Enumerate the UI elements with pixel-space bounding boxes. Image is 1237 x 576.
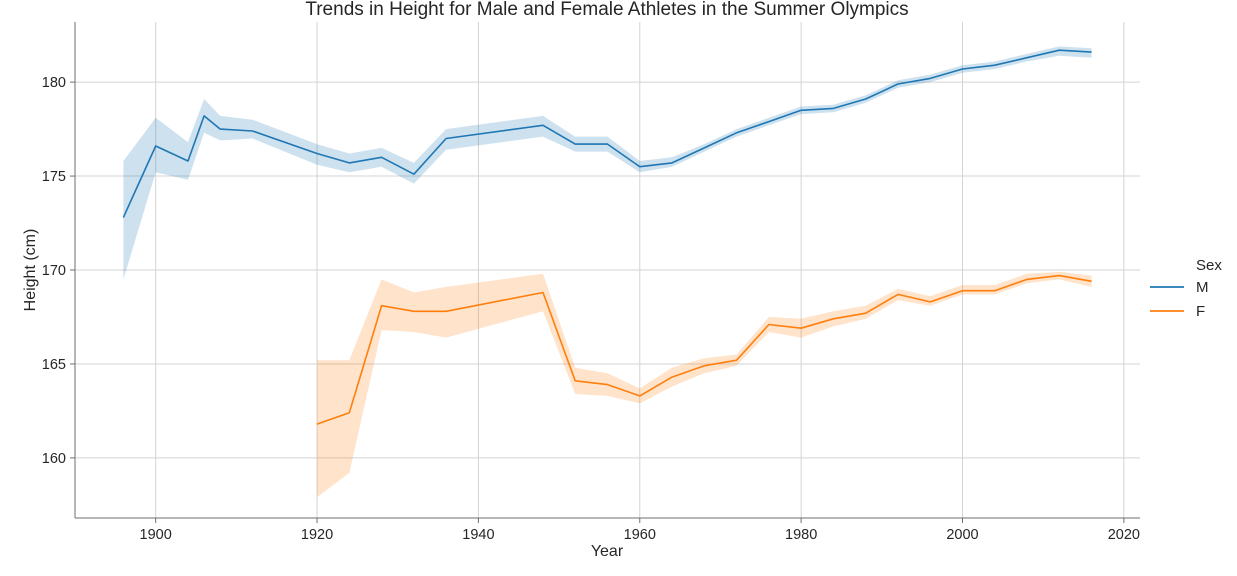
legend-title: Sex [1196, 257, 1222, 274]
x-tick-label: 1960 [624, 527, 656, 543]
axes: 1900 1920 1940 1960 1980 2000 2020 160 165 170 175… [42, 22, 1140, 543]
x-tick-label: 2000 [946, 527, 978, 543]
series-line-m [122, 49, 1092, 218]
x-axis-label: Year [591, 543, 624, 560]
y-tick-label: 175 [42, 169, 66, 185]
grid [75, 22, 1140, 518]
y-tick-label: 160 [42, 451, 66, 467]
x-tick-label: 2020 [1108, 527, 1140, 543]
legend: Sex MF [1150, 257, 1222, 320]
x-tick-label: 1920 [301, 527, 333, 543]
chart-title: Trends in Height for Male and Female Ath… [305, 0, 908, 20]
x-tick-label: 1980 [785, 527, 817, 543]
series-line-f [316, 274, 1092, 425]
y-tick-label: 170 [42, 263, 66, 279]
series-lines [122, 49, 1092, 425]
y-tick-label: 165 [42, 357, 66, 373]
legend-label-m: M [1196, 279, 1209, 296]
y-tick-label: 180 [42, 75, 66, 91]
confidence-band-f [317, 271, 1092, 498]
y-axis-label: Height (cm) [22, 229, 39, 312]
confidence-bands [123, 46, 1092, 498]
legend-label-f: F [1196, 303, 1205, 320]
confidence-band-m [123, 46, 1092, 280]
x-tick-label: 1900 [140, 527, 172, 543]
x-tick-label: 1940 [462, 527, 494, 543]
